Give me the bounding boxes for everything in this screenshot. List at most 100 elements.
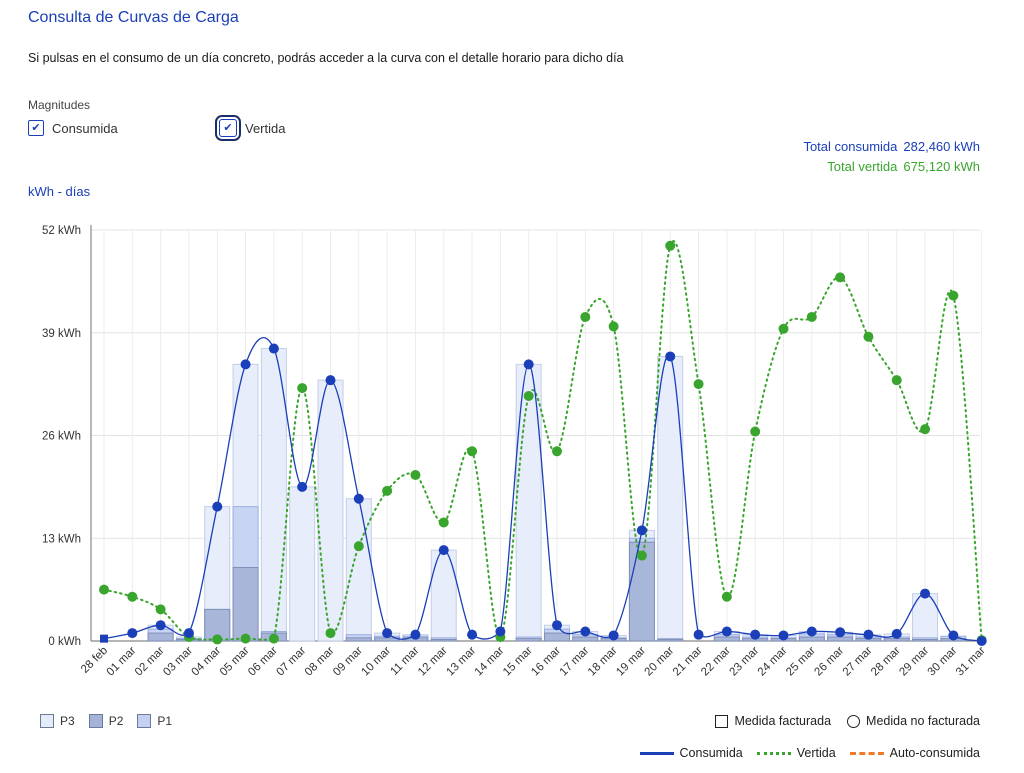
- point-consumida: [410, 629, 421, 640]
- point-vertida: [297, 383, 308, 394]
- square-icon: [715, 714, 729, 728]
- p2-swatch: [88, 714, 103, 728]
- x-tick-label: 31 mar: [954, 645, 988, 679]
- legend-autoconsumida-label: Auto-consumida: [889, 746, 980, 760]
- total-vertida-value: 675,120 kWh: [903, 159, 980, 174]
- point-vertida: [608, 321, 619, 332]
- x-tick-label: 08 mar: [303, 645, 337, 679]
- point-consumida: [240, 359, 251, 370]
- consumida-checkbox[interactable]: ✔ Consumida: [28, 120, 118, 136]
- bar-p3: [430, 549, 457, 642]
- point-vertida: [693, 379, 704, 390]
- point-consumida: [382, 628, 393, 639]
- page-title: Consulta de Curvas de Carga: [28, 9, 239, 26]
- x-tick-label: 23 mar: [728, 645, 762, 679]
- x-tick-label: 25 mar: [784, 645, 818, 679]
- x-tick-label: 18 mar: [586, 645, 620, 679]
- point-consumida: [920, 588, 931, 599]
- legend-medida-facturada-label: Medida facturada: [734, 714, 832, 728]
- point-vertida: [410, 470, 421, 481]
- y-tick-label: 52 kWh: [42, 225, 81, 237]
- point-consumida: [268, 343, 279, 354]
- x-tick-label: 30 mar: [926, 645, 960, 679]
- point-vertida: [750, 426, 761, 437]
- x-tick-label: 28 mar: [869, 645, 903, 679]
- bar-p2: [147, 632, 174, 642]
- legend-medida-facturada: Medida facturada: [715, 714, 831, 728]
- dotted-line-icon: [756, 751, 791, 755]
- bar-p2: [883, 638, 910, 642]
- legend-p1[interactable]: P1: [137, 714, 172, 728]
- point-vertida: [778, 323, 789, 334]
- x-tick-label: 09 mar: [331, 645, 365, 679]
- bar-p2: [430, 638, 457, 642]
- x-tick-label: 05 mar: [218, 645, 252, 679]
- point-consumida: [297, 481, 308, 492]
- bar-p2: [827, 636, 854, 642]
- p1-swatch: [137, 714, 152, 728]
- point-vertida: [353, 541, 364, 552]
- legend-vertida-label: Vertida: [796, 746, 836, 760]
- legend-autoconsumida[interactable]: Auto-consumida: [849, 746, 980, 760]
- point-consumida: [948, 630, 959, 641]
- point-consumida: [608, 630, 619, 641]
- legend-consumida[interactable]: Consumida: [639, 746, 743, 760]
- point-vertida: [240, 633, 251, 644]
- point-consumida: [750, 629, 761, 640]
- x-tick-label: 21 mar: [671, 645, 705, 679]
- legend-vertida[interactable]: Vertida: [756, 746, 836, 760]
- checkmark-icon: ✔: [28, 120, 44, 136]
- x-tick-label: 29 mar: [897, 645, 931, 679]
- point-vertida: [806, 311, 817, 322]
- bar-p2: [912, 638, 939, 642]
- x-tick-label: 10 mar: [359, 645, 393, 679]
- point-vertida: [891, 375, 902, 386]
- x-tick-label: 14 mar: [473, 645, 507, 679]
- point-consumida: [183, 628, 194, 639]
- legend-p2-label: P2: [108, 714, 124, 728]
- bar-p2: [572, 636, 599, 642]
- bar-p2: [713, 636, 740, 642]
- y-tick-label: 39 kWh: [42, 328, 81, 340]
- legend-p2[interactable]: P2: [88, 714, 124, 728]
- total-consumida-label: Total consumida: [803, 139, 898, 154]
- legend-p3[interactable]: P3: [40, 714, 75, 728]
- point-vertida: [99, 584, 109, 595]
- x-tick-label: 11 mar: [388, 645, 421, 678]
- legend-consumida-label: Consumida: [679, 746, 743, 760]
- y-tick-label: 0 kWh: [48, 636, 81, 648]
- point-vertida: [127, 591, 138, 602]
- point-consumida: [438, 545, 449, 556]
- point-consumida: [127, 628, 138, 639]
- vertida-checkbox-label: Vertida: [245, 120, 286, 136]
- point-consumida: [721, 626, 732, 637]
- point-vertida: [636, 550, 647, 561]
- bar-p3: [289, 486, 316, 642]
- point-consumida: [551, 620, 562, 631]
- point-vertida: [920, 424, 931, 435]
- x-tick-label: 22 mar: [699, 645, 733, 679]
- point-vertida: [835, 272, 846, 283]
- point-consumida: [523, 359, 534, 370]
- vertida-checkbox[interactable]: ✔ Vertida: [215, 115, 286, 141]
- bar-p2: [543, 632, 570, 642]
- point-vertida: [580, 311, 591, 322]
- point-consumida: [778, 630, 789, 641]
- magnitudes-title: Magnitudes: [28, 98, 91, 112]
- point-vertida: [325, 628, 336, 639]
- x-tick-label: 17 mar: [558, 645, 592, 679]
- point-vertida: [155, 604, 166, 615]
- point-consumida: [863, 629, 874, 640]
- point-consumida: [353, 493, 364, 504]
- y-tick-label: 26 kWh: [42, 431, 81, 443]
- point-consumida: [580, 626, 591, 637]
- point-vertida: [523, 390, 534, 401]
- bar-p2: [798, 636, 825, 642]
- point-vertida: [551, 446, 562, 457]
- point-vertida: [665, 240, 676, 251]
- point-consumida: [325, 375, 336, 386]
- x-tick-label: 24 mar: [756, 645, 790, 679]
- x-tick-label: 19 mar: [614, 645, 648, 679]
- x-tick-label: 12 mar: [416, 645, 450, 679]
